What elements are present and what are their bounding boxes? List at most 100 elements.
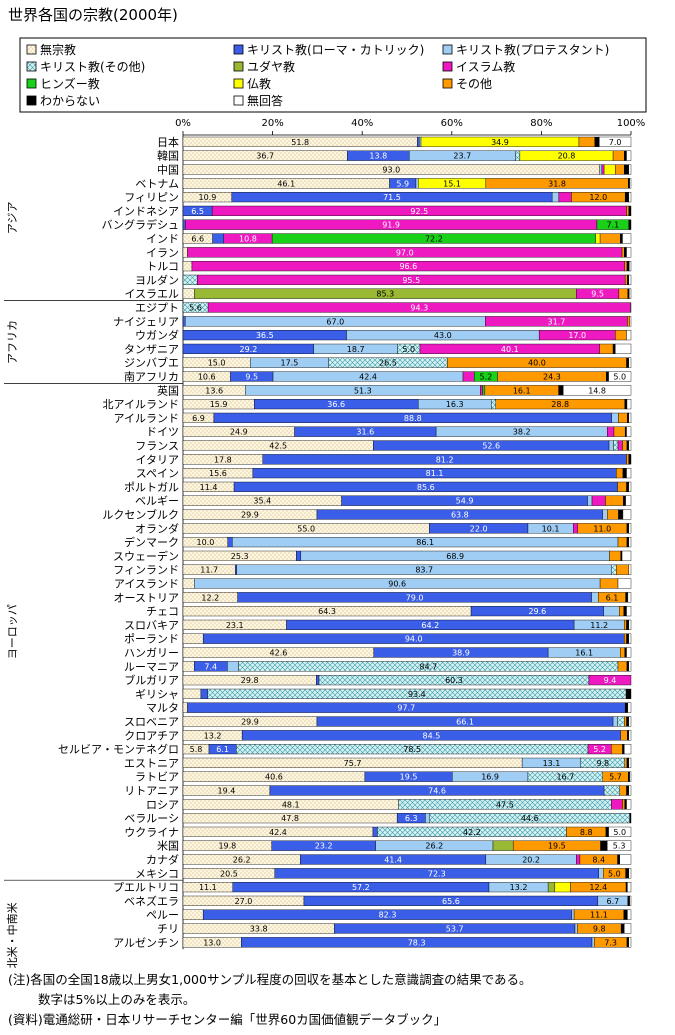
bar-segment (626, 633, 629, 644)
bar-segment (620, 647, 625, 658)
value-label: 5.0 (608, 869, 621, 878)
bar-segment (626, 661, 629, 672)
legend-swatch (442, 44, 453, 55)
bar-segment (182, 219, 186, 230)
category-label: スウェーデン (113, 549, 179, 563)
value-label: 31.6 (356, 428, 374, 437)
value-label: 31.8 (548, 179, 566, 188)
bar-row: リトアニア 19.4 74.6 (124, 785, 632, 798)
legend-label: その他 (456, 77, 492, 91)
value-label: 55.0 (297, 524, 315, 533)
bar-row: ベルギー 35.4 54.9 (135, 495, 632, 508)
bar-segment (625, 688, 632, 700)
category-label: フィリピン (124, 191, 179, 204)
bar-segment (628, 357, 632, 368)
value-label: 13.2 (204, 731, 222, 740)
value-label: 85.6 (417, 483, 435, 492)
value-label: 79.0 (406, 593, 424, 602)
legend-swatch (442, 61, 453, 72)
category-label: ラトビア (135, 771, 179, 784)
group-label: アフリカ (6, 320, 19, 364)
value-label: 29.9 (241, 511, 259, 520)
bar-segment (615, 164, 625, 175)
bar-segment (628, 481, 632, 493)
value-label: 16.1 (513, 386, 531, 395)
bar-row: エストニア 75.7 13.1 9.8 (124, 757, 632, 770)
bar-segment (587, 495, 593, 506)
bar-segment (611, 799, 623, 810)
bar-segment (628, 716, 632, 727)
value-label: 43.0 (434, 331, 452, 340)
bar-segment (628, 661, 632, 672)
value-label: 90.6 (388, 580, 406, 589)
category-label: スペイン (136, 467, 179, 480)
value-label: 6.5 (191, 207, 204, 216)
value-label: 13.6 (205, 386, 223, 395)
value-label: 15.0 (208, 359, 226, 368)
value-label: 12.2 (201, 593, 219, 602)
bar-segment (627, 274, 629, 286)
bar-segment (182, 316, 186, 327)
value-label: 13.2 (510, 883, 528, 892)
bar-row: ベトナム 46.1 5.9 15.1 31.8 (135, 177, 632, 190)
bar-segment (626, 150, 632, 161)
bar-segment (578, 136, 595, 148)
bar-segment (622, 233, 632, 244)
bar-segment (602, 509, 608, 520)
category-label: ブルガリア (124, 673, 179, 687)
category-label: ベトナム (135, 177, 179, 190)
bar-segment (624, 191, 629, 203)
category-label: インドネシア (113, 205, 179, 218)
category-label: ベルギー (135, 495, 179, 508)
bar-row: アイスランド 90.6 (114, 578, 632, 591)
legend-label: キリスト教(その他) (40, 59, 145, 74)
bar-segment (626, 537, 629, 548)
bar-segment (624, 164, 629, 175)
legend-swatch (26, 95, 37, 106)
category-label: スロベニア (124, 716, 179, 729)
category-label: オランダ (135, 521, 179, 535)
bar-segment (628, 454, 632, 465)
value-label: 5.8 (190, 745, 203, 754)
category-label: ベネズエラ (124, 894, 179, 908)
category-label: エジプト (135, 302, 179, 315)
bar-segment (415, 178, 419, 189)
value-label: 16.9 (481, 773, 499, 782)
category-label: トルコ (146, 260, 179, 273)
category-label: イタリア (135, 453, 179, 466)
value-label: 15.1 (443, 179, 461, 188)
bar-segment (620, 550, 623, 562)
bar-segment (623, 909, 628, 920)
value-label: 5.9 (396, 179, 409, 188)
value-label: 42.2 (463, 828, 481, 837)
legend-label: 仏教 (247, 76, 271, 91)
value-label: 29.9 (241, 718, 259, 727)
category-label: ペルー (146, 909, 179, 922)
value-label: 16.1 (575, 649, 593, 658)
bar-segment (492, 840, 514, 851)
bar-segment (622, 509, 632, 520)
bar-segment (547, 882, 556, 893)
value-label: 5.7 (609, 773, 622, 782)
bar-segment (624, 619, 627, 631)
legend-swatch (233, 95, 244, 106)
legend-item: キリスト教(その他) (26, 59, 145, 74)
bar-segment (628, 868, 632, 879)
group-label: ヨーロッパ (6, 604, 19, 659)
bar-row: メキシコ 20.5 72.3 5.0 (135, 867, 632, 880)
bar-row: ブルガリア 29.8 60.3 9.4 (124, 673, 632, 687)
bar-segment (588, 675, 632, 686)
bar-segment (316, 675, 320, 686)
bar-segment (628, 164, 632, 175)
footer: (注)各国の全国18歳以上男女1,000サンプル程度の回収を基本とした意識調査の… (8, 970, 531, 1030)
value-label: 93.4 (408, 690, 426, 699)
value-label: 42.4 (269, 828, 287, 837)
bar-segment (599, 136, 632, 148)
value-label: 86.1 (416, 538, 434, 547)
value-label: 10.9 (199, 193, 217, 202)
bar-row: ギリシャ 93.4 (135, 688, 632, 701)
value-label: 6.7 (606, 897, 619, 906)
bar-segment (617, 854, 620, 865)
bar-segment (200, 688, 208, 700)
value-label: 20.2 (522, 856, 540, 865)
